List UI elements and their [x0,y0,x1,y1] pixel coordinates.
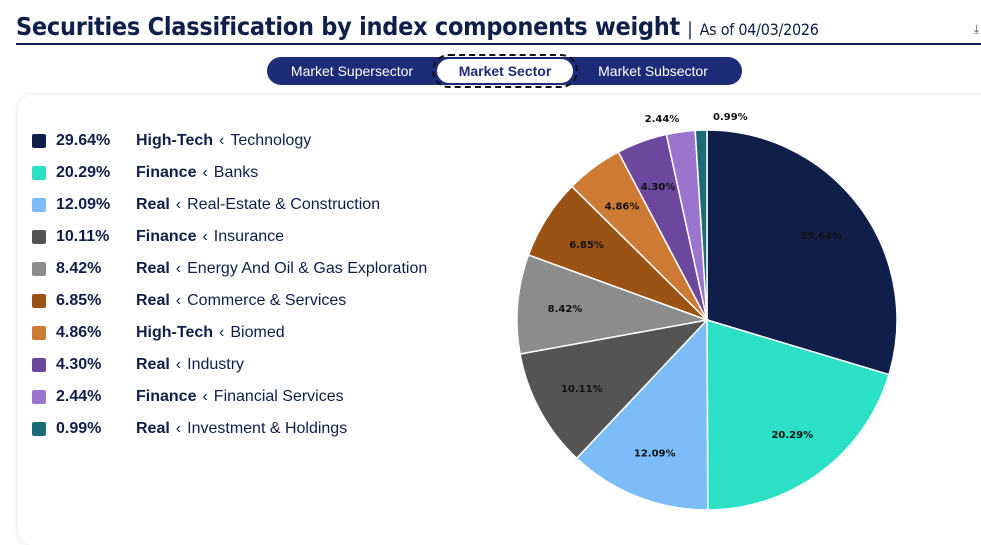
legend-group: High-Tech [136,324,214,341]
legend-item[interactable]: 2.44% Finance ‹ Financial Services [32,381,427,413]
slice-label: 8.42% [548,304,583,315]
pie-slice[interactable] [706,318,890,511]
title-underline [16,43,981,45]
tab-market-sector[interactable]: Market Sector [432,54,578,88]
legend-swatch [32,390,46,404]
legend-item[interactable]: 6.85% Real ‹ Commerce & Services [32,285,427,317]
slice-label: 29.64% [801,231,843,242]
slice-label: 4.86% [605,202,640,213]
slice-label: 12.09% [634,449,676,460]
legend-swatch [32,198,46,212]
legend-label: Industry [187,356,245,373]
legend-label: Biomed [230,324,285,341]
legend-swatch [32,166,46,180]
tab-market-subsector[interactable]: Market Subsector [598,63,708,79]
slice-label: 4.30% [641,182,676,193]
download-icon[interactable]: ⤓ [973,22,979,36]
legend-group: Real [136,196,170,213]
legend-item[interactable]: 10.11% Finance ‹ Insurance [32,221,427,253]
pie-slice[interactable] [706,129,898,376]
legend-label: Insurance [213,228,285,245]
legend-swatch [32,294,46,308]
legend-label: Technology [230,132,312,149]
legend-item[interactable]: 4.30% Real ‹ Industry [32,349,427,381]
chevron-left-icon: ‹ [202,228,208,245]
legend-item[interactable]: 0.99% Real ‹ Investment & Holdings [32,413,427,445]
legend-swatch [32,134,46,148]
chevron-left-icon: ‹ [202,388,208,405]
legend-item[interactable]: 8.42% Real ‹ Energy And Oil & Gas Explorati… [32,253,427,285]
page-title: Securities Classification by index compo… [16,12,819,41]
slice-label: 20.29% [771,430,813,441]
legend-percent: 12.09% [56,196,111,213]
chevron-left-icon: ‹ [219,132,225,149]
slice-label: 10.11% [561,384,603,395]
legend-item[interactable]: 4.86% High-Tech ‹ Biomed [32,317,427,349]
legend-group: Real [136,260,170,277]
chevron-left-icon: ‹ [202,164,208,181]
legend-percent: 2.44% [56,388,102,405]
chevron-left-icon: ‹ [175,292,182,309]
pie-slice[interactable] [516,254,710,355]
tab-market-supersector[interactable]: Market Supersector [290,63,414,79]
classification-tabs: Market Supersector Market Sector Market … [267,54,742,88]
legend-swatch [32,422,46,436]
legend-group: Finance [136,388,197,405]
pie-slice[interactable] [575,318,709,511]
pie-slice[interactable] [519,318,710,460]
legend-swatch [32,262,46,276]
legend-item[interactable]: 12.09% Real ‹ Real-Estate & Construction [32,189,427,221]
title-text: Securities Classification by index compo… [16,12,681,41]
legend-group: Finance [136,164,197,181]
legend-group: Real [136,292,170,309]
legend-group: High-Tech [136,132,214,149]
legend-group: Real [136,420,170,437]
pie-slice[interactable] [694,129,708,321]
chevron-left-icon: ‹ [175,196,182,213]
legend-label: Financial Services [213,388,344,405]
legend-percent: 8.42% [56,260,102,277]
legend-label: Commerce & Services [187,292,347,309]
legend-percent: 6.85% [56,292,102,309]
legend-percent: 4.86% [56,324,102,341]
legend-swatch [32,358,46,372]
legend-percent: 4.30% [56,356,102,373]
legend-item[interactable]: 29.64% High-Tech ‹ Technology [32,125,427,157]
legend-percent: 10.11% [56,228,110,245]
legend-label: Energy And Oil & Gas Exploration [187,260,428,277]
legend-swatch [32,326,46,340]
as-of-date: As of 04/03/2026 [699,20,819,39]
slice-label: 6.85% [569,240,604,251]
chevron-left-icon: ‹ [175,356,182,373]
legend-item[interactable]: 20.29% Finance ‹ Banks [32,157,427,189]
legend-label: Investment & Holdings [187,420,348,437]
legend-label: Banks [213,164,259,181]
legend-label: Real-Estate & Construction [187,196,381,213]
legend-percent: 29.64% [56,132,111,149]
chevron-left-icon: ‹ [175,420,182,437]
legend-group: Finance [136,228,197,245]
slice-label: 2.44% [645,114,680,125]
legend-swatch [32,230,46,244]
chevron-left-icon: ‹ [219,324,225,341]
legend-group: Real [136,356,170,373]
legend: 29.64% High-Tech ‹ Technology 20.29% Finance ‹… [32,125,427,445]
slice-label: 0.99% [713,112,748,123]
separator: | [687,19,693,40]
legend-percent: 0.99% [56,420,102,437]
legend-percent: 20.29% [56,164,111,181]
chevron-left-icon: ‹ [175,260,182,277]
